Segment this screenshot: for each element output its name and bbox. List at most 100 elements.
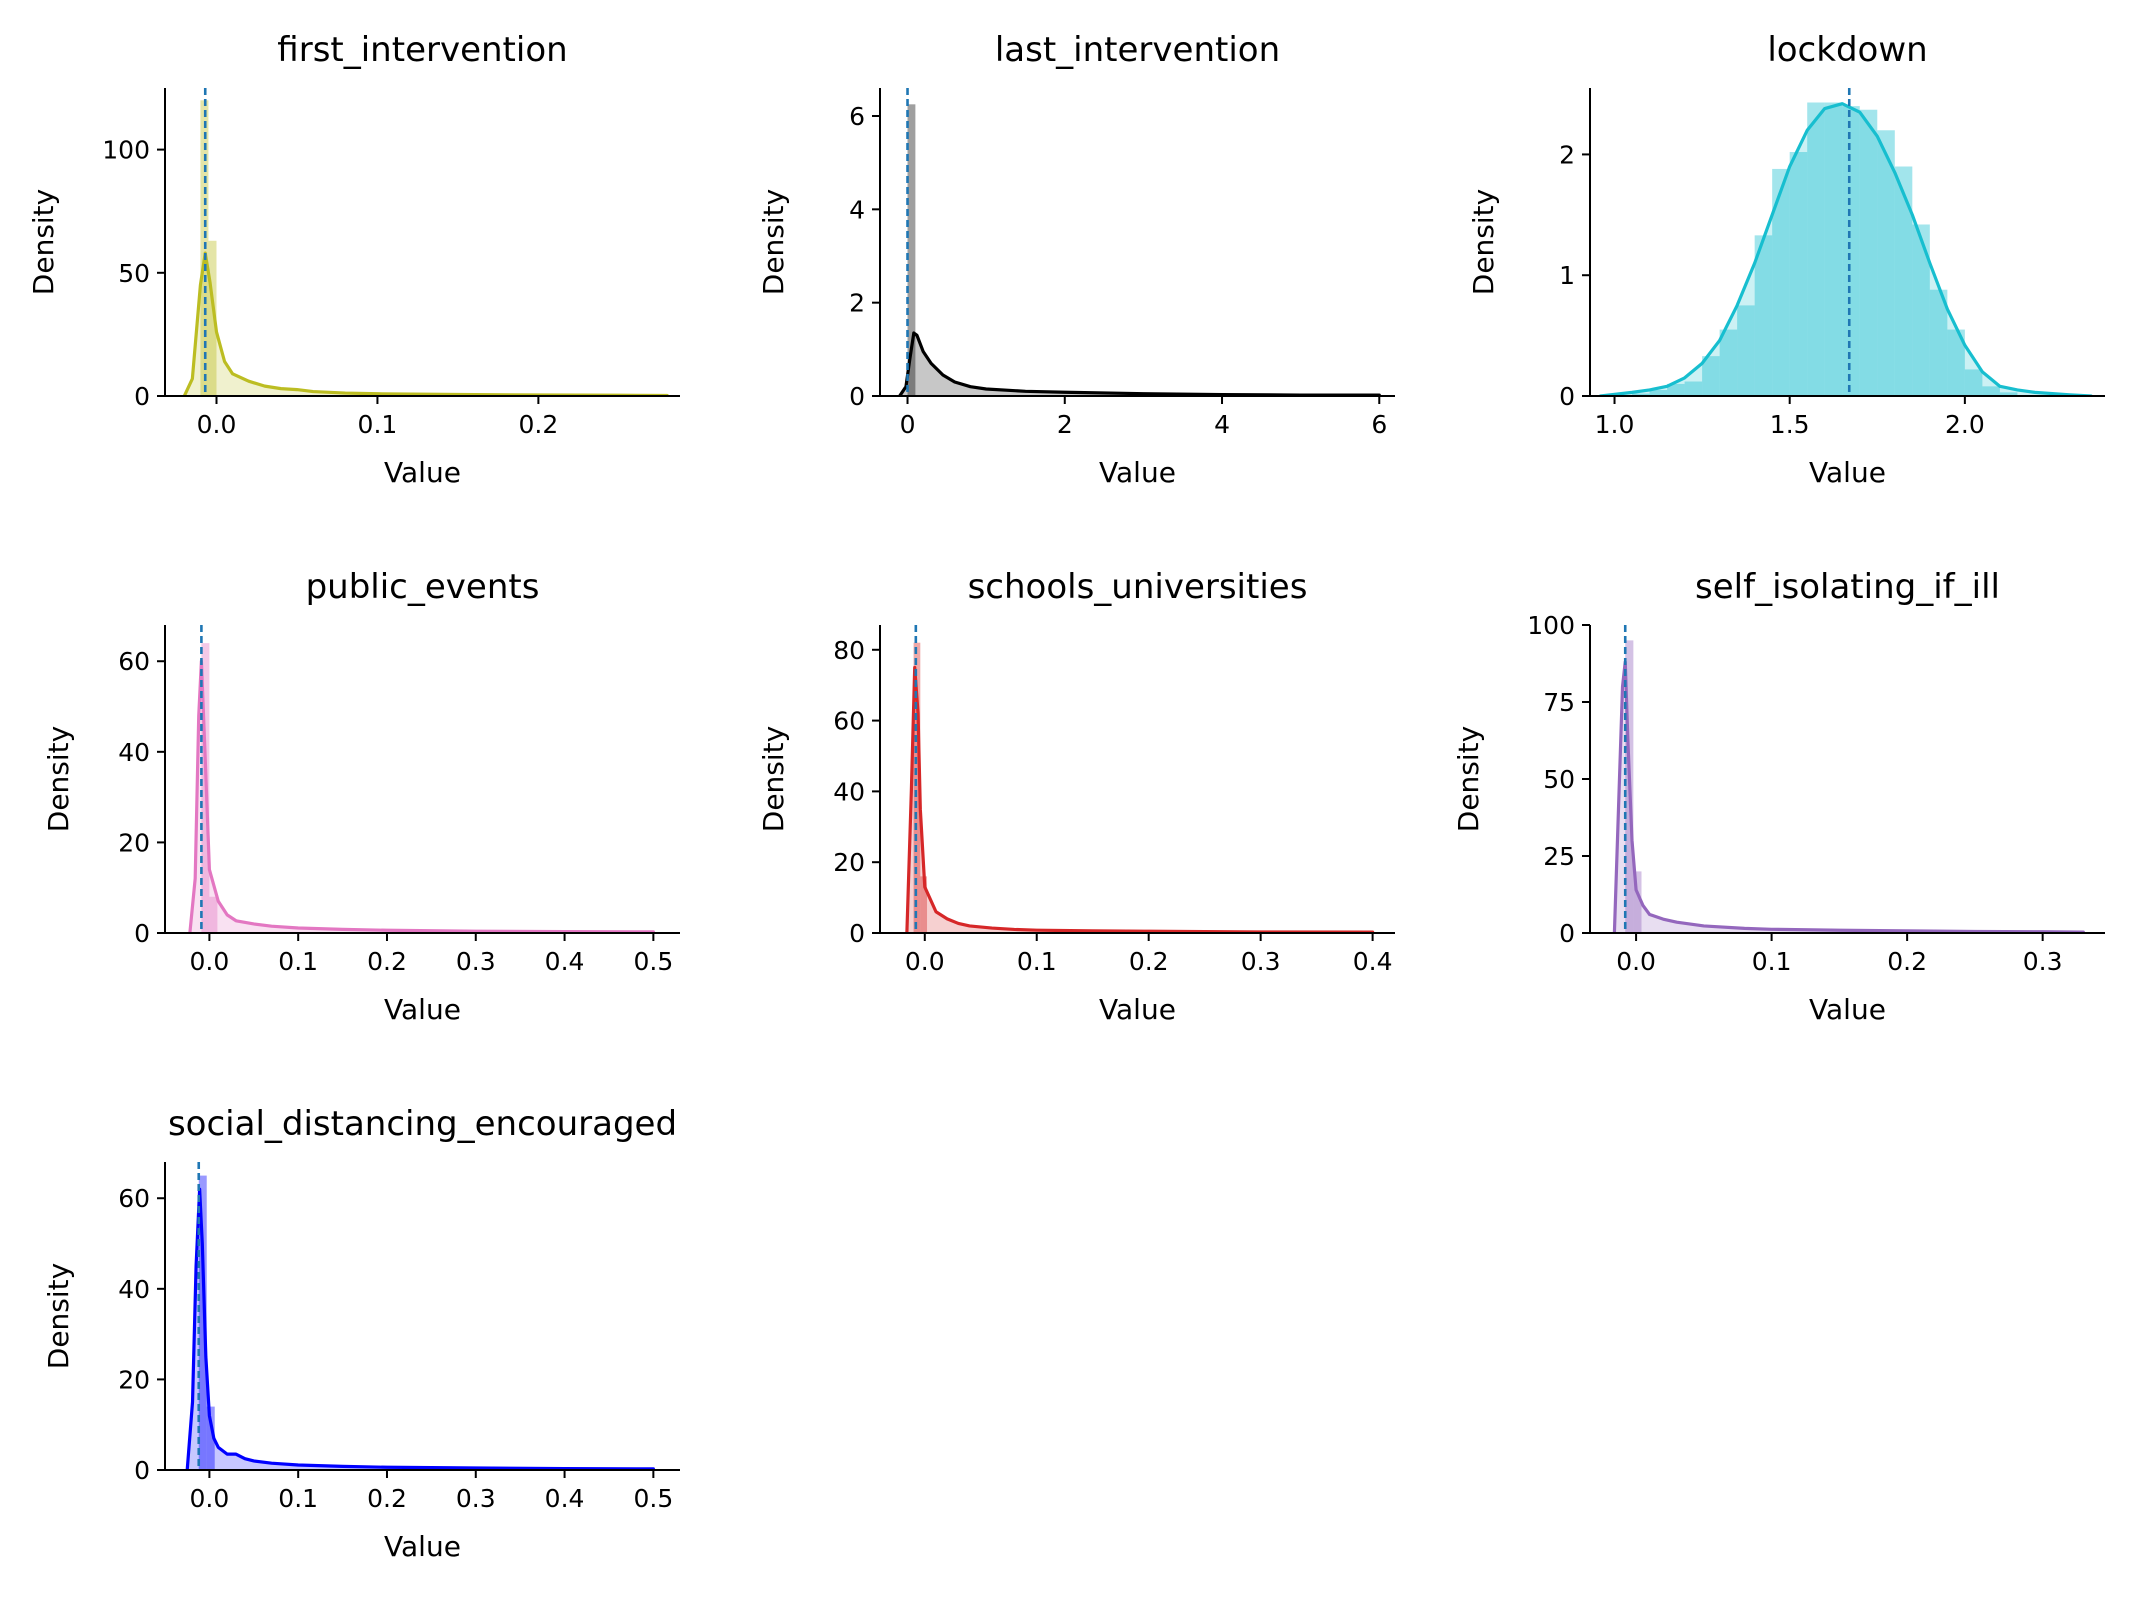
histogram-bar: [1929, 289, 1948, 396]
y-tick-label: 0: [134, 919, 150, 948]
histogram-bar: [1667, 383, 1685, 396]
y-tick-label: 80: [833, 636, 865, 665]
y-tick-label: 20: [118, 828, 150, 857]
y-axis-label: Density: [757, 726, 790, 832]
kde-line: [188, 659, 655, 933]
y-tick-label: 0: [134, 382, 150, 411]
plot-area: [188, 643, 655, 933]
x-axis-label: Value: [1809, 456, 1886, 489]
x-tick-label: 0.1: [358, 410, 398, 439]
kde-area: [187, 1189, 654, 1470]
panel-title: lockdown: [1767, 30, 1927, 70]
plot-area: [1612, 640, 2085, 933]
x-tick-label: 1.0: [1595, 410, 1635, 439]
kde-line: [905, 665, 1375, 933]
histogram-bar: [1999, 392, 2018, 396]
y-tick-label: 4: [849, 195, 865, 224]
y-tick-label: 2: [849, 289, 865, 318]
x-tick-label: 0.0: [1616, 947, 1656, 976]
x-tick-label: 0.4: [1353, 947, 1393, 976]
panel-title: self_isolating_if_ill: [1695, 567, 2000, 607]
x-tick-label: 0.2: [518, 410, 558, 439]
histogram-bar: [1772, 168, 1790, 396]
y-tick-label: 75: [1543, 688, 1575, 717]
histogram-bar: [1702, 356, 1720, 396]
x-axis-label: Value: [1809, 993, 1886, 1026]
histogram-bar: [1912, 224, 1930, 396]
y-tick-label: 50: [118, 259, 150, 288]
kde-area: [184, 253, 668, 396]
plot-area: [1598, 102, 2093, 396]
histogram-bar: [1633, 871, 1642, 933]
y-tick-label: 0: [1559, 382, 1575, 411]
y-axis-label: Density: [1467, 189, 1500, 295]
plot-area: [898, 104, 1381, 396]
chart-panel: 0.0 0.1 0.2 0.3 0.4 0.5 0 20 40 60 social_distanci…: [42, 1104, 680, 1563]
histogram-bar: [1842, 106, 1860, 396]
y-tick-label: 100: [1527, 611, 1575, 640]
histogram-bar: [1894, 166, 1913, 396]
histogram-bar: [920, 876, 928, 933]
histogram-bar: [206, 1406, 215, 1470]
chart-panel: 0.0 0.1 0.2 0 50 100 first_intervention Value De…: [27, 30, 680, 489]
x-tick-label: 0.0: [190, 1484, 230, 1513]
x-axis-label: Value: [1099, 456, 1176, 489]
x-tick-label: 1.5: [1770, 410, 1810, 439]
chart-panel: 0.0 0.1 0.2 0.3 0 25 50 75 100 self_isolating_if_…: [1452, 567, 2105, 1026]
histogram-bar: [913, 642, 921, 933]
x-tick-label: 2.0: [1945, 410, 1985, 439]
y-tick-label: 20: [833, 848, 865, 877]
kde-line: [182, 251, 669, 396]
x-axis-label: Value: [1099, 993, 1176, 1026]
y-tick-label: 40: [118, 738, 150, 767]
panel-title: first_intervention: [277, 30, 567, 70]
histogram-bar: [209, 896, 218, 933]
x-tick-label: 0.5: [633, 1484, 673, 1513]
y-tick-label: 25: [1543, 842, 1575, 871]
histogram-bar: [1789, 152, 1808, 396]
kde-line: [898, 331, 1381, 396]
histogram-bar: [1947, 329, 1965, 396]
y-axis-label: Density: [757, 189, 790, 295]
kde-area: [1600, 103, 2091, 396]
histogram-bar: [1649, 389, 1668, 396]
y-tick-label: 20: [118, 1365, 150, 1394]
x-tick-label: 0.2: [1887, 947, 1927, 976]
x-tick-label: 6: [1371, 410, 1387, 439]
y-tick-label: 40: [833, 777, 865, 806]
chart-panel: 0 2 4 6 0 2 4 6 last_intervention Value Density: [757, 30, 1395, 489]
y-tick-label: 60: [833, 707, 865, 736]
y-tick-label: 0: [134, 1456, 150, 1485]
x-tick-label: 0.3: [2023, 947, 2063, 976]
y-axis-label: Density: [42, 1263, 75, 1369]
chart-panel: 0.0 0.1 0.2 0.3 0.4 0.5 0 20 40 60 public_events Va…: [42, 567, 680, 1026]
kde-line: [185, 1187, 655, 1470]
x-axis-label: Value: [384, 456, 461, 489]
x-tick-label: 0.0: [197, 410, 237, 439]
chart-panel: 0.0 0.1 0.2 0.3 0.4 0 20 40 60 80 schools_universi…: [757, 567, 1395, 1026]
x-tick-label: 0.4: [545, 947, 585, 976]
x-tick-label: 2: [1057, 410, 1073, 439]
kde-line: [1598, 102, 2093, 396]
x-tick-label: 0.1: [278, 947, 318, 976]
y-tick-label: 60: [118, 647, 150, 676]
plot-area: [182, 100, 669, 396]
x-tick-label: 0.3: [456, 947, 496, 976]
y-tick-label: 40: [118, 1275, 150, 1304]
panel-title: last_intervention: [995, 30, 1280, 70]
kde-area: [189, 661, 654, 933]
x-tick-label: 4: [1214, 410, 1230, 439]
y-axis-label: Density: [1452, 726, 1485, 832]
x-tick-label: 0.1: [1017, 947, 1057, 976]
x-tick-label: 0.3: [456, 1484, 496, 1513]
histogram-bar: [1964, 369, 1983, 396]
x-tick-label: 0.0: [905, 947, 945, 976]
panel-title: schools_universities: [968, 567, 1308, 607]
x-tick-label: 0.3: [1241, 947, 1281, 976]
histogram-bar: [1737, 305, 1755, 396]
y-tick-label: 1: [1559, 261, 1575, 290]
chart-panel: 1.0 1.5 2.0 0 1 2 lockdown Value Density: [1467, 30, 2105, 489]
kde-area: [1614, 661, 2084, 933]
x-axis-label: Value: [384, 1530, 461, 1563]
